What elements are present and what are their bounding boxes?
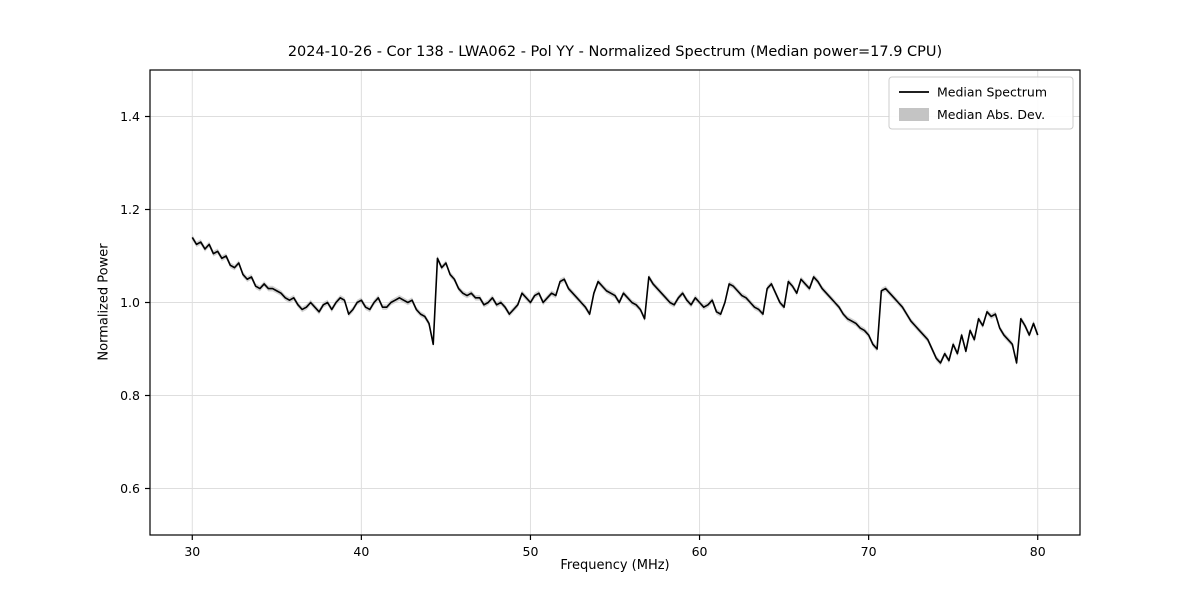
legend-label-median-abs-dev: Median Abs. Dev. [937, 107, 1045, 122]
x-tick-label: 40 [353, 544, 369, 559]
y-tick-label: 0.8 [120, 388, 140, 403]
mad-band [192, 234, 1038, 366]
y-axis-ticks: 0.6 0.8 1.0 1.2 1.4 [120, 109, 150, 496]
median-spectrum-line [191, 236, 1039, 364]
chart-title: 2024-10-26 - Cor 138 - LWA062 - Pol YY -… [287, 44, 943, 60]
x-axis-label: Frequency (MHz) [560, 558, 670, 573]
x-tick-label: 50 [523, 544, 539, 559]
legend: Median Spectrum Median Abs. Dev. [888, 76, 1074, 130]
x-tick-label: 60 [692, 544, 708, 559]
y-tick-label: 0.6 [120, 481, 140, 496]
x-tick-label: 70 [861, 544, 877, 559]
x-tick-label: 30 [184, 544, 200, 559]
y-tick-label: 1.0 [120, 295, 140, 310]
x-axis-ticks: 30 40 50 60 70 80 [184, 535, 1046, 559]
grid-lines [150, 70, 1080, 535]
y-tick-label: 1.2 [120, 202, 140, 217]
legend-patch-sample [899, 108, 929, 121]
y-tick-label: 1.4 [120, 109, 140, 124]
legend-label-median-spectrum: Median Spectrum [937, 85, 1047, 100]
x-tick-label: 80 [1030, 544, 1046, 559]
